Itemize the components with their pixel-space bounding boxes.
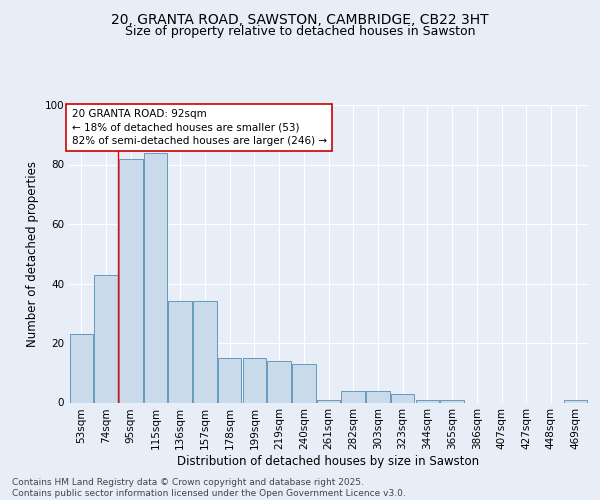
Bar: [242, 358, 266, 403]
Bar: [94, 274, 118, 402]
Bar: [341, 390, 365, 402]
Text: Size of property relative to detached houses in Sawston: Size of property relative to detached ho…: [125, 25, 475, 38]
Bar: [317, 400, 340, 402]
Bar: [564, 400, 587, 402]
Bar: [119, 158, 143, 402]
Bar: [391, 394, 415, 402]
X-axis label: Distribution of detached houses by size in Sawston: Distribution of detached houses by size …: [178, 455, 479, 468]
Text: 20 GRANTA ROAD: 92sqm
← 18% of detached houses are smaller (53)
82% of semi-deta: 20 GRANTA ROAD: 92sqm ← 18% of detached …: [71, 110, 327, 146]
Bar: [169, 302, 192, 402]
Y-axis label: Number of detached properties: Number of detached properties: [26, 161, 39, 347]
Bar: [70, 334, 93, 402]
Bar: [440, 400, 464, 402]
Text: 20, GRANTA ROAD, SAWSTON, CAMBRIDGE, CB22 3HT: 20, GRANTA ROAD, SAWSTON, CAMBRIDGE, CB2…: [111, 12, 489, 26]
Bar: [144, 152, 167, 402]
Bar: [218, 358, 241, 403]
Text: Contains HM Land Registry data © Crown copyright and database right 2025.
Contai: Contains HM Land Registry data © Crown c…: [12, 478, 406, 498]
Bar: [366, 390, 389, 402]
Bar: [416, 400, 439, 402]
Bar: [292, 364, 316, 403]
Bar: [193, 302, 217, 402]
Bar: [268, 361, 291, 403]
